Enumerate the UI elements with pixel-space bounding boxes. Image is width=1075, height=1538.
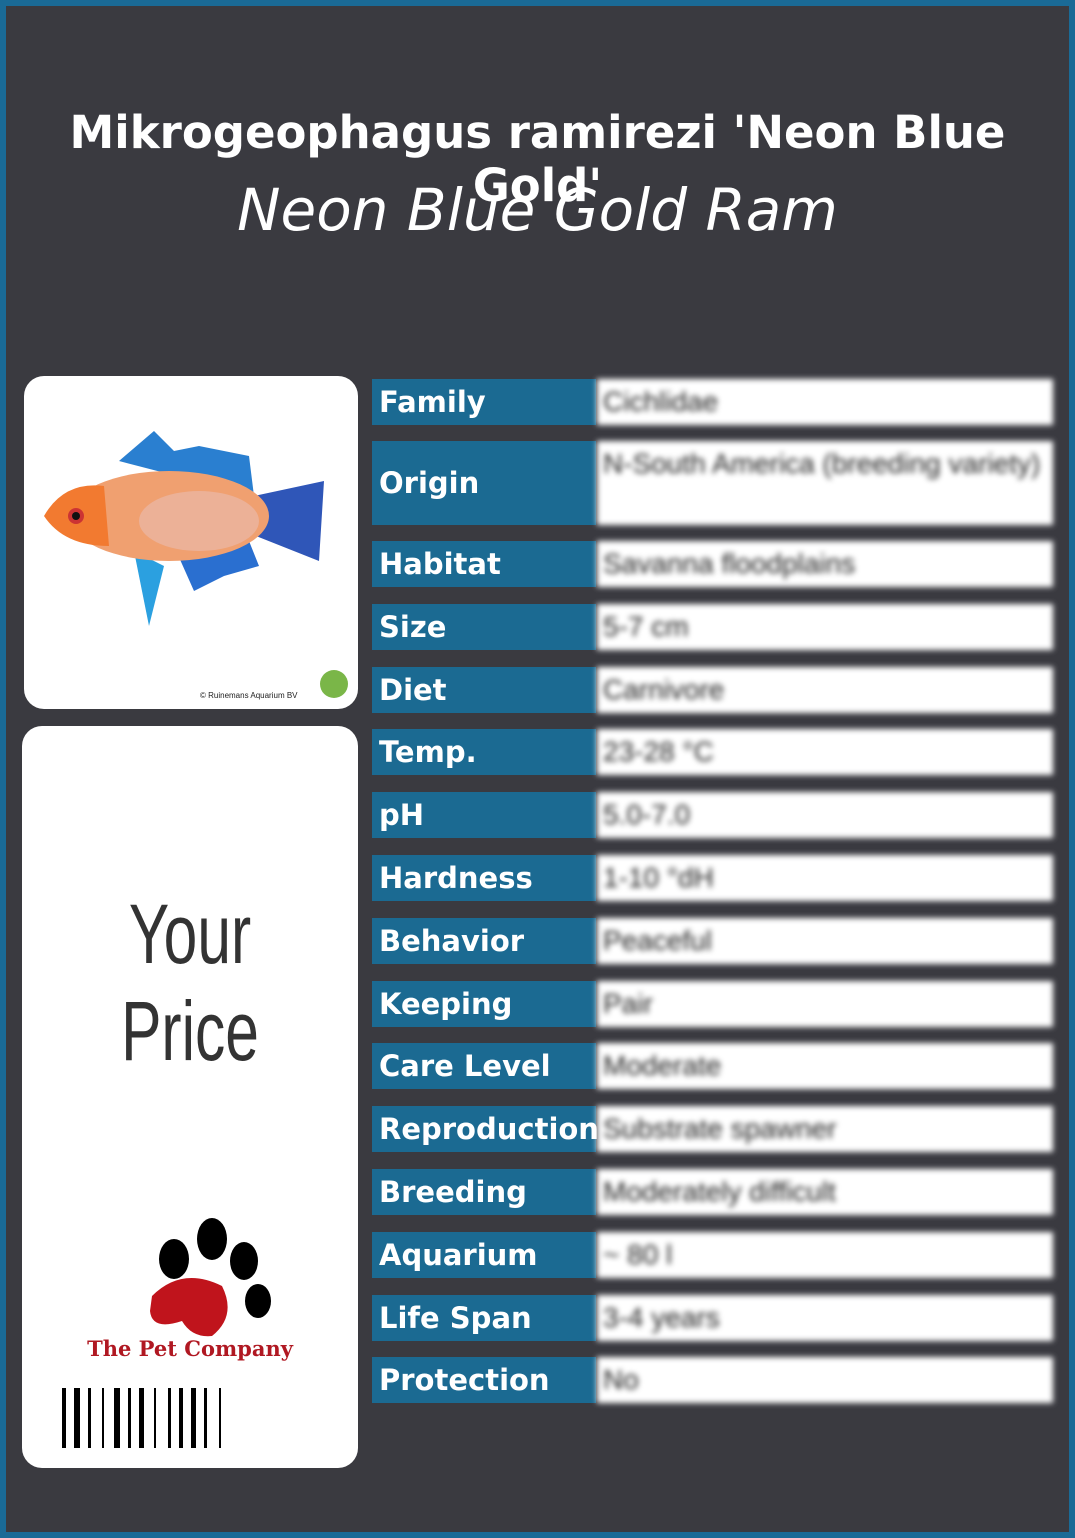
barcode-bar bbox=[219, 1388, 221, 1448]
image-credit: © Ruinemans Aquarium BV bbox=[200, 691, 298, 700]
table-row: Diet Carnivore bbox=[372, 666, 1053, 713]
price-panel: Your Price The Pet Company bbox=[22, 726, 358, 1468]
row-label: Temp. bbox=[372, 729, 596, 776]
paw-toe bbox=[230, 1242, 258, 1280]
table-row: Family Cichlidae bbox=[372, 379, 1053, 425]
price-label: Your Price bbox=[121, 887, 259, 1078]
common-name: Neon Blue Gold Ram bbox=[237, 176, 838, 244]
row-label: Diet bbox=[372, 666, 596, 713]
ventral-fin bbox=[134, 551, 164, 626]
row-label: Aquarium bbox=[372, 1231, 596, 1278]
row-label: Care Level bbox=[372, 1043, 596, 1090]
table-row: Aquarium ~ 80 l bbox=[372, 1231, 1053, 1278]
row-value: Substrate spawner bbox=[597, 1106, 1053, 1153]
row-value: Carnivore bbox=[597, 666, 1053, 713]
barcode-bar bbox=[179, 1388, 183, 1448]
barcode-bar bbox=[154, 1388, 156, 1448]
table-row: Keeping Pair bbox=[372, 980, 1053, 1027]
brand-graphics bbox=[62, 1218, 271, 1448]
row-value: Pair bbox=[597, 980, 1053, 1027]
barcode-bar bbox=[88, 1388, 91, 1448]
paw-toe bbox=[245, 1284, 271, 1318]
row-label: Protection bbox=[372, 1357, 596, 1404]
table-row: Protection No bbox=[372, 1357, 1053, 1404]
barcode-bar bbox=[128, 1388, 131, 1448]
table-row: Life Span 3-4 years bbox=[372, 1294, 1053, 1341]
table-row: Breeding Moderately difficult bbox=[372, 1169, 1053, 1215]
row-value: 5-7 cm bbox=[597, 603, 1053, 650]
barcode-bar bbox=[168, 1388, 171, 1448]
row-label: Hardness bbox=[372, 855, 596, 901]
row-label: Origin bbox=[372, 441, 596, 525]
row-value: Peaceful bbox=[597, 917, 1053, 964]
table-row: Behavior Peaceful bbox=[372, 917, 1053, 964]
image-panel: © Ruinemans Aquarium BV bbox=[24, 376, 358, 709]
tail-fin bbox=[254, 481, 324, 561]
barcode-bar bbox=[62, 1388, 66, 1448]
table-row: Reproduction Substrate spawner bbox=[372, 1106, 1053, 1153]
row-value: Cichlidae bbox=[597, 379, 1053, 425]
table-row: Origin N-South America (breeding variety) bbox=[372, 441, 1053, 525]
row-value: N-South America (breeding variety) bbox=[597, 441, 1053, 525]
row-value: Savanna floodplains bbox=[597, 541, 1053, 587]
fish-illustration bbox=[44, 431, 348, 698]
barcode-bar bbox=[102, 1388, 104, 1448]
row-label: Size bbox=[372, 603, 596, 650]
row-value: ~ 80 l bbox=[597, 1231, 1053, 1278]
table-row: Temp. 23-28 °C bbox=[372, 729, 1053, 776]
row-label: Life Span bbox=[372, 1294, 596, 1341]
barcode-bar bbox=[74, 1388, 80, 1448]
row-value: 5.0-7.0 bbox=[597, 792, 1053, 839]
scientific-name: Mikrogeophagus ramirezi 'Neon Blue Gold' bbox=[69, 106, 1006, 212]
row-label: Reproduction bbox=[372, 1106, 599, 1153]
row-value: 1-10 °dH bbox=[597, 855, 1053, 901]
row-label: Behavior bbox=[372, 917, 596, 964]
fish-pupil bbox=[72, 512, 80, 520]
row-value: 3-4 years bbox=[597, 1294, 1053, 1341]
table-row: Size 5-7 cm bbox=[372, 603, 1053, 650]
table-row: pH 5.0-7.0 bbox=[372, 792, 1053, 839]
table-row: Habitat Savanna floodplains bbox=[372, 541, 1053, 587]
barcode-bar bbox=[114, 1388, 120, 1448]
barcode-bar bbox=[204, 1388, 207, 1448]
body-shine bbox=[139, 491, 259, 551]
row-value: No bbox=[597, 1357, 1053, 1404]
row-value: Moderately difficult bbox=[597, 1169, 1053, 1215]
row-label: Breeding bbox=[372, 1169, 596, 1215]
row-label: Family bbox=[372, 379, 596, 425]
barcode-bar bbox=[139, 1388, 144, 1448]
row-label: Keeping bbox=[372, 980, 596, 1027]
ra-logo bbox=[320, 670, 348, 698]
row-value: 23-28 °C bbox=[597, 729, 1053, 776]
table-row: Hardness 1-10 °dH bbox=[372, 855, 1053, 901]
paw-toe bbox=[197, 1218, 227, 1260]
table-row: Care Level Moderate bbox=[372, 1043, 1053, 1090]
paw-toe bbox=[159, 1239, 189, 1279]
barcode-bar bbox=[191, 1388, 196, 1448]
row-label: pH bbox=[372, 792, 596, 839]
paw-pad bbox=[150, 1278, 228, 1337]
row-label: Habitat bbox=[372, 541, 596, 587]
brand-name: The Pet Company bbox=[87, 1336, 293, 1361]
row-value: Moderate bbox=[597, 1043, 1053, 1090]
